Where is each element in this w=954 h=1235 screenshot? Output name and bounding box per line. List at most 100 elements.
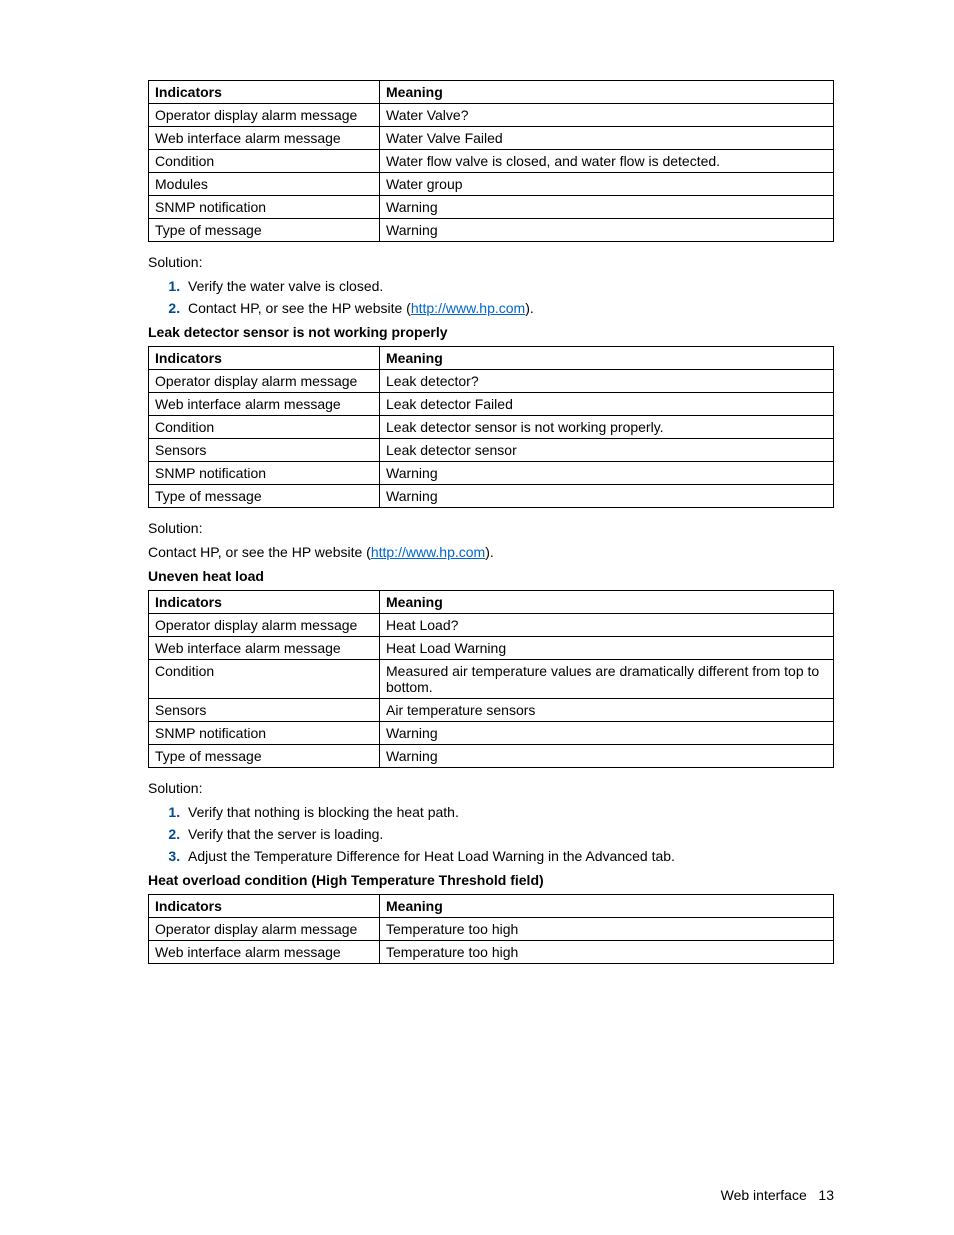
cell-indicator: Condition: [149, 150, 380, 173]
table-row: ConditionLeak detector sensor is not wor…: [149, 416, 834, 439]
col-header-meaning: Meaning: [380, 591, 834, 614]
list-item: Verify that the server is loading.: [184, 826, 834, 842]
table-heat-load: Indicators Meaning Operator display alar…: [148, 590, 834, 768]
table-row: Web interface alarm messageHeat Load War…: [149, 637, 834, 660]
cell-meaning: Temperature too high: [380, 941, 834, 964]
table-row: ConditionMeasured air temperature values…: [149, 660, 834, 699]
list-item-text: Contact HP, or see the HP website (: [188, 300, 411, 316]
list-item-text: Verify the water valve is closed.: [188, 278, 383, 294]
cell-indicator: Operator display alarm message: [149, 104, 380, 127]
table-row: Operator display alarm messageLeak detec…: [149, 370, 834, 393]
footer-page-number: 13: [818, 1187, 834, 1203]
solution-list: Verify the water valve is closed. Contac…: [148, 278, 834, 316]
cell-meaning: Warning: [380, 196, 834, 219]
cell-meaning: Leak detector?: [380, 370, 834, 393]
cell-meaning: Warning: [380, 219, 834, 242]
cell-meaning: Air temperature sensors: [380, 699, 834, 722]
cell-meaning: Water Valve?: [380, 104, 834, 127]
cell-indicator: Sensors: [149, 439, 380, 462]
cell-meaning: Water flow valve is closed, and water fl…: [380, 150, 834, 173]
cell-indicator: Modules: [149, 173, 380, 196]
list-item-text: Verify that the server is loading.: [188, 826, 383, 842]
list-item: Verify that nothing is blocking the heat…: [184, 804, 834, 820]
table-header-row: Indicators Meaning: [149, 895, 834, 918]
table-row: ModulesWater group: [149, 173, 834, 196]
cell-indicator: Operator display alarm message: [149, 918, 380, 941]
table-row: Web interface alarm messageLeak detector…: [149, 393, 834, 416]
list-item-text: Verify that nothing is blocking the heat…: [188, 804, 459, 820]
footer-label: Web interface: [721, 1187, 807, 1203]
page: Indicators Meaning Operator display alar…: [0, 0, 954, 1235]
col-header-indicators: Indicators: [149, 81, 380, 104]
table-row: Web interface alarm messageWater Valve F…: [149, 127, 834, 150]
cell-indicator: Web interface alarm message: [149, 637, 380, 660]
table-header-row: Indicators Meaning: [149, 81, 834, 104]
col-header-meaning: Meaning: [380, 347, 834, 370]
col-header-indicators: Indicators: [149, 347, 380, 370]
table-row: ConditionWater flow valve is closed, and…: [149, 150, 834, 173]
table-row: Operator display alarm messageWater Valv…: [149, 104, 834, 127]
cell-indicator: SNMP notification: [149, 722, 380, 745]
list-item-tail: ).: [525, 300, 534, 316]
table-row: Operator display alarm messageTemperatur…: [149, 918, 834, 941]
table-row: SensorsAir temperature sensors: [149, 699, 834, 722]
table-heat-overload: Indicators Meaning Operator display alar…: [148, 894, 834, 964]
list-item-text: Adjust the Temperature Difference for He…: [188, 848, 675, 864]
solution-paragraph: Contact HP, or see the HP website (http:…: [148, 544, 834, 560]
cell-indicator: Web interface alarm message: [149, 127, 380, 150]
col-header-meaning: Meaning: [380, 81, 834, 104]
cell-indicator: Sensors: [149, 699, 380, 722]
section-heading-heat-overload: Heat overload condition (High Temperatur…: [148, 872, 834, 888]
cell-indicator: Web interface alarm message: [149, 393, 380, 416]
col-header-indicators: Indicators: [149, 895, 380, 918]
col-header-meaning: Meaning: [380, 895, 834, 918]
page-footer: Web interface 13: [721, 1187, 834, 1203]
table-row: Type of messageWarning: [149, 745, 834, 768]
cell-meaning: Water group: [380, 173, 834, 196]
list-item: Adjust the Temperature Difference for He…: [184, 848, 834, 864]
table-row: SNMP notificationWarning: [149, 462, 834, 485]
table-leak-detector: Indicators Meaning Operator display alar…: [148, 346, 834, 508]
table-row: Type of messageWarning: [149, 219, 834, 242]
cell-indicator: Condition: [149, 660, 380, 699]
cell-meaning: Water Valve Failed: [380, 127, 834, 150]
cell-meaning: Leak detector Failed: [380, 393, 834, 416]
table-row: SNMP notificationWarning: [149, 196, 834, 219]
cell-meaning: Heat Load?: [380, 614, 834, 637]
section-heading-uneven-heat: Uneven heat load: [148, 568, 834, 584]
cell-meaning: Warning: [380, 485, 834, 508]
cell-meaning: Measured air temperature values are dram…: [380, 660, 834, 699]
cell-meaning: Temperature too high: [380, 918, 834, 941]
cell-indicator: Web interface alarm message: [149, 941, 380, 964]
solution-label: Solution:: [148, 520, 834, 536]
cell-meaning: Heat Load Warning: [380, 637, 834, 660]
cell-indicator: Operator display alarm message: [149, 370, 380, 393]
list-item: Contact HP, or see the HP website (http:…: [184, 300, 834, 316]
cell-indicator: Condition: [149, 416, 380, 439]
hp-link[interactable]: http://www.hp.com: [371, 544, 485, 560]
table-row: Web interface alarm messageTemperature t…: [149, 941, 834, 964]
table-water-valve: Indicators Meaning Operator display alar…: [148, 80, 834, 242]
cell-indicator: Operator display alarm message: [149, 614, 380, 637]
table-row: Operator display alarm messageHeat Load?: [149, 614, 834, 637]
section-heading-leak-detector: Leak detector sensor is not working prop…: [148, 324, 834, 340]
para-text-post: ).: [485, 544, 494, 560]
table-row: Type of messageWarning: [149, 485, 834, 508]
solution-label: Solution:: [148, 780, 834, 796]
cell-meaning: Leak detector sensor: [380, 439, 834, 462]
cell-meaning: Warning: [380, 462, 834, 485]
table-row: SensorsLeak detector sensor: [149, 439, 834, 462]
cell-indicator: SNMP notification: [149, 196, 380, 219]
hp-link[interactable]: http://www.hp.com: [411, 300, 525, 316]
cell-indicator: Type of message: [149, 485, 380, 508]
cell-meaning: Leak detector sensor is not working prop…: [380, 416, 834, 439]
cell-indicator: Type of message: [149, 745, 380, 768]
list-item: Verify the water valve is closed.: [184, 278, 834, 294]
para-text-pre: Contact HP, or see the HP website (: [148, 544, 371, 560]
solution-label: Solution:: [148, 254, 834, 270]
cell-indicator: Type of message: [149, 219, 380, 242]
cell-indicator: SNMP notification: [149, 462, 380, 485]
solution-list: Verify that nothing is blocking the heat…: [148, 804, 834, 864]
cell-meaning: Warning: [380, 745, 834, 768]
cell-meaning: Warning: [380, 722, 834, 745]
